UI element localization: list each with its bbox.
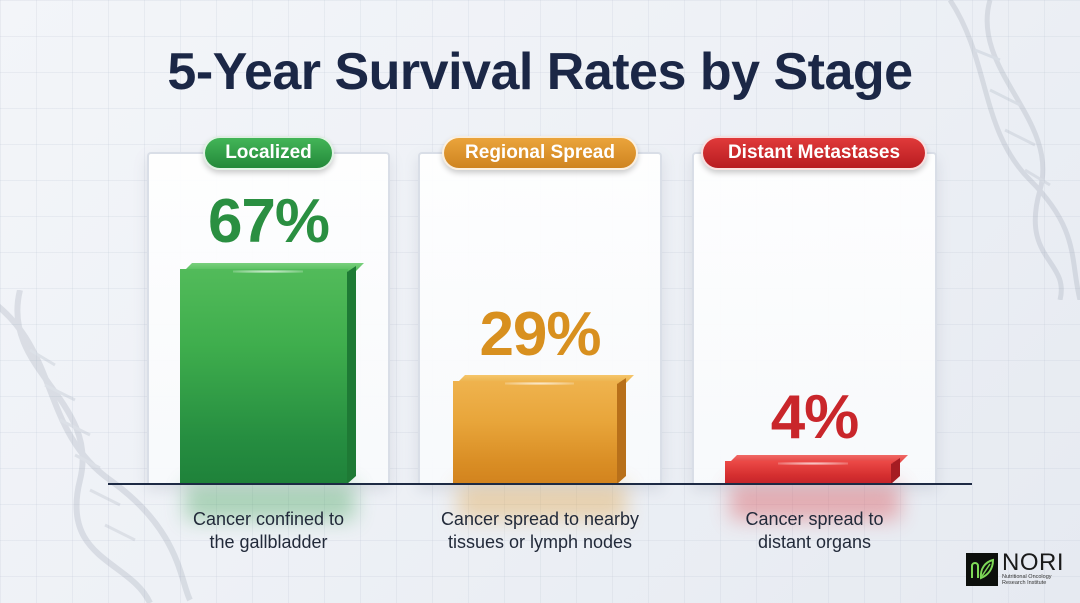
- bar-shadow: [730, 484, 900, 520]
- bar-distant: [725, 455, 908, 484]
- caption-line: Cancer spread to: [745, 509, 884, 529]
- caption-line: distant organs: [757, 532, 872, 552]
- leaf-logo-icon: [966, 552, 998, 586]
- caption-regional: Cancer spread to nearby tissues or lymph…: [408, 508, 672, 554]
- chart-title: 5-Year Survival Rates by Stage: [167, 43, 913, 101]
- caption-line: Cancer confined to: [192, 509, 345, 529]
- caption-line: Cancer spread to nearby: [440, 509, 640, 529]
- logo-subtitle: Nutritional Oncology: [1002, 574, 1052, 580]
- value-label-regional: 29%: [479, 300, 601, 369]
- bar-shadow: [185, 484, 355, 520]
- bar-shadow: [458, 484, 626, 520]
- value-label-localized: 67%: [207, 187, 330, 256]
- caption-distant: Cancer spread to distant organs: [692, 508, 937, 554]
- stage-badge-regional: Regional Spread: [442, 136, 638, 170]
- value-label-distant: 4%: [770, 383, 860, 452]
- chart-baseline: [108, 483, 972, 485]
- caption-localized: Cancer confined to the gallbladder: [147, 508, 390, 554]
- logo-subtitle: Research Institute: [1002, 580, 1047, 586]
- nori-logo: NORI Nutritional Oncology Research Insti…: [966, 549, 1064, 586]
- caption-line: tissues or lymph nodes: [447, 532, 633, 552]
- logo-name: NORI: [1002, 549, 1064, 576]
- bar-localized: [180, 263, 364, 484]
- caption-line: the gallbladder: [209, 532, 328, 552]
- stage-panel-distant: [692, 152, 937, 484]
- stage-badge-localized: Localized: [203, 136, 334, 170]
- stage-badge-distant: Distant Metastases: [701, 136, 927, 170]
- bar-regional: [453, 375, 634, 484]
